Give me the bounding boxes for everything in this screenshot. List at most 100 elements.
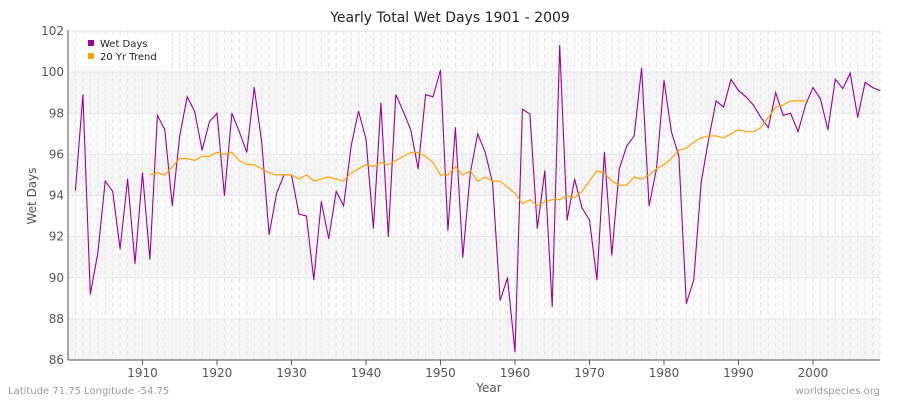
trend-point: [358, 168, 360, 170]
wet-days-point: [872, 87, 874, 89]
trend-point: [372, 166, 374, 168]
wet-days-point: [149, 258, 151, 260]
footer-location: Latitude 71.75 Longitude -54.75: [8, 386, 169, 397]
band: [68, 318, 880, 360]
wet-days-point: [484, 151, 486, 153]
chart-title: Yearly Total Wet Days 1901 - 2009: [329, 10, 570, 26]
wet-days-point: [588, 219, 590, 221]
trend-point: [313, 180, 315, 182]
band: [68, 113, 880, 155]
wet-days-point: [574, 178, 576, 180]
wet-days-point: [670, 131, 672, 133]
x-tick-label: 1960: [500, 366, 531, 380]
y-tick-label: 100: [41, 65, 64, 79]
trend-point: [380, 162, 382, 164]
wet-days-point: [752, 104, 754, 106]
trend-point: [805, 100, 807, 102]
wet-days-point: [209, 120, 211, 122]
trend-point: [603, 172, 605, 174]
trend-point: [574, 197, 576, 199]
trend-point: [618, 184, 620, 186]
wet-days-point: [89, 293, 91, 295]
trend-point: [223, 153, 225, 155]
wet-days-point: [641, 67, 643, 69]
trend-point: [678, 149, 680, 151]
trend-point: [782, 104, 784, 106]
legend-label-trend: 20 Yr Trend: [100, 52, 157, 63]
wet-days-point: [551, 306, 553, 308]
trend-point: [514, 192, 516, 194]
trend-point: [611, 180, 613, 182]
wet-days-point: [633, 135, 635, 137]
trend-point: [432, 162, 434, 164]
trend-point: [685, 147, 687, 149]
trend-point: [395, 160, 397, 162]
wet-days-point: [313, 279, 315, 281]
trend-point: [663, 164, 665, 166]
trend-point: [745, 131, 747, 133]
trend-point: [186, 157, 188, 159]
wet-days-point: [432, 96, 434, 98]
trend-point: [238, 160, 240, 162]
band: [68, 72, 880, 114]
trend-point: [693, 141, 695, 143]
band: [68, 236, 880, 278]
wet-days-point: [723, 106, 725, 108]
wet-days-point: [261, 141, 263, 143]
wet-days-point: [715, 100, 717, 102]
wet-days-point: [179, 135, 181, 137]
wet-days-point: [678, 155, 680, 157]
wet-days-point: [514, 351, 516, 353]
trend-point: [156, 172, 158, 174]
trend-point: [469, 170, 471, 172]
trend-point: [305, 174, 307, 176]
wet-days-point: [529, 113, 531, 115]
wet-days-point: [700, 181, 702, 183]
wet-days-point: [648, 205, 650, 207]
wet-days-point: [201, 149, 203, 151]
trend-point: [581, 190, 583, 192]
trend-point: [268, 172, 270, 174]
trend-point: [499, 180, 501, 182]
wet-days-point: [618, 168, 620, 170]
trend-point: [410, 151, 412, 153]
trend-point: [648, 174, 650, 176]
wet-days-point: [112, 190, 114, 192]
trend-point: [290, 174, 292, 176]
wet-days-point: [417, 168, 419, 170]
wet-days-point: [238, 131, 240, 133]
wet-days-point: [231, 112, 233, 114]
trend-point: [417, 151, 419, 153]
wet-days-point: [97, 252, 99, 254]
legend-label-wet-days: Wet Days: [100, 39, 148, 50]
x-tick-label: 1950: [425, 366, 456, 380]
trend-point: [737, 129, 739, 131]
wet-days-point: [387, 236, 389, 238]
x-axis-label: Year: [475, 381, 501, 395]
y-tick-label: 88: [49, 312, 64, 326]
wet-days-point: [119, 248, 121, 250]
wet-days-point: [663, 79, 665, 81]
y-tick-label: 90: [49, 271, 64, 285]
trend-point: [365, 164, 367, 166]
x-tick-labels: 1910 1920 1930 1940 1950 1960 1970 1980 1990 2000: [127, 366, 828, 380]
trend-point: [283, 174, 285, 176]
wet-days-point: [328, 238, 330, 240]
x-tick-label: 1940: [351, 366, 382, 380]
wet-days-point: [492, 182, 494, 184]
trend-point: [447, 174, 449, 176]
wet-days-point: [782, 114, 784, 116]
trend-point: [536, 205, 538, 207]
trend-point: [492, 180, 494, 182]
trend-point: [559, 199, 561, 201]
trend-point: [149, 174, 151, 176]
wet-days-point: [819, 98, 821, 100]
wet-days-point: [216, 112, 218, 114]
x-tick-label: 1920: [202, 366, 233, 380]
trend-point: [201, 155, 203, 157]
y-tick-labels: 86 88 90 92 94 96 98 100 102: [41, 24, 64, 367]
wet-days-point: [253, 87, 255, 89]
trend-point: [670, 157, 672, 159]
wet-days-point: [812, 87, 814, 89]
